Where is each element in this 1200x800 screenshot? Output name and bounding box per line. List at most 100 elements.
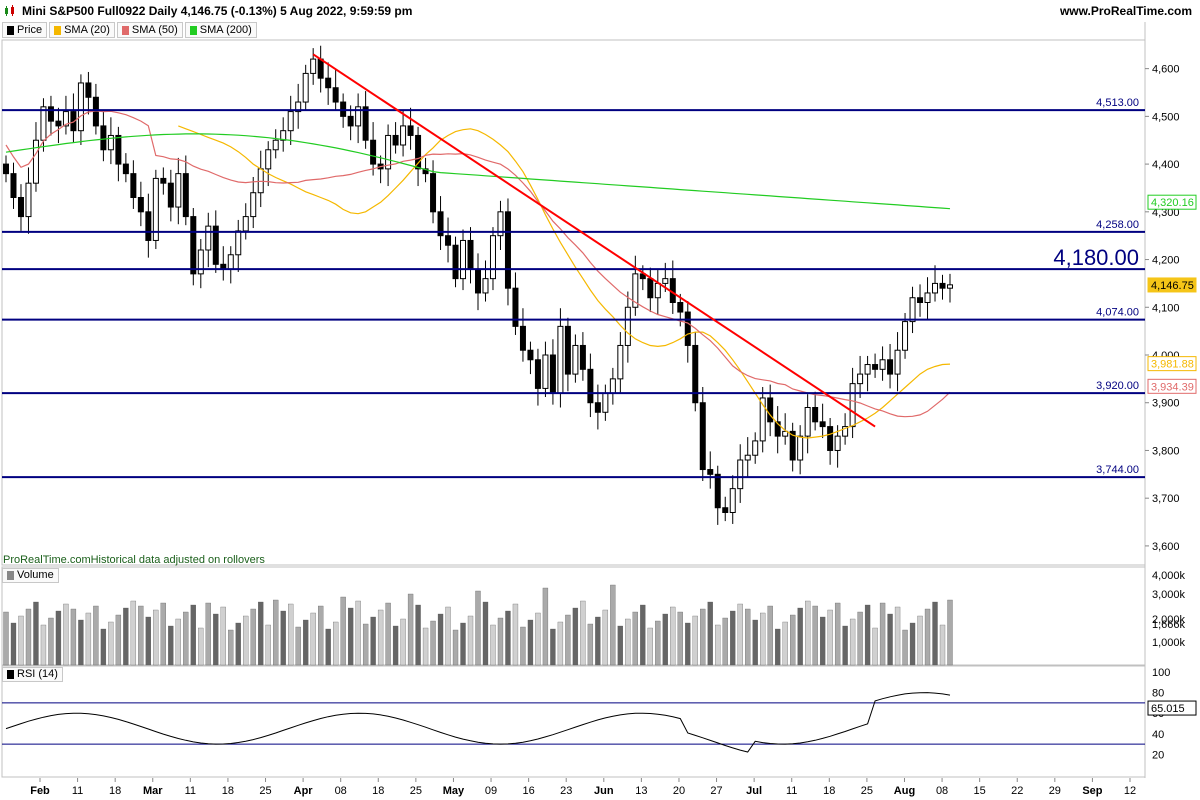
candle-body	[302, 72, 309, 103]
volume-bar	[130, 600, 137, 666]
candle-body	[549, 354, 556, 394]
candlestick-icon	[5, 5, 14, 16]
volume-tick-label: 1,666k	[1152, 619, 1186, 631]
level-label: 4,180.00	[1053, 245, 1139, 270]
candle-body	[25, 182, 32, 218]
volume-bar	[63, 603, 69, 666]
volume-bar	[872, 627, 878, 666]
candle-body	[242, 216, 249, 232]
volume-bar	[707, 601, 713, 666]
x-tick-label: Jul	[746, 785, 762, 797]
candle-body	[504, 211, 511, 289]
candle-body	[145, 211, 152, 241]
legend-label: SMA (50)	[131, 24, 178, 36]
volume-bar	[407, 593, 414, 666]
legend-item-price[interactable]: Price	[2, 22, 48, 38]
volume-bar	[303, 619, 309, 666]
volume-bar	[175, 618, 181, 666]
candle-body	[512, 287, 519, 327]
x-tick-label: 25	[861, 785, 873, 797]
instrument-title: Mini S&P500 Full0922 Daily 4,146.75 (-0.…	[22, 4, 413, 18]
candle-body	[115, 134, 122, 165]
legend-item-sma20[interactable]: SMA (20)	[49, 22, 115, 38]
candle-body	[295, 101, 302, 113]
volume-bar	[288, 603, 294, 666]
rsi-panel-label[interactable]: RSI (14)	[2, 667, 63, 682]
candle-body	[325, 77, 332, 89]
volume-bar	[25, 608, 32, 666]
candle-body	[834, 435, 841, 451]
candle-body	[774, 421, 781, 437]
volume-bar	[602, 609, 609, 666]
price-tag-label: 3,934.39	[1151, 381, 1194, 393]
x-tick-label: 18	[372, 785, 384, 797]
candle-body	[392, 134, 399, 146]
price-tag	[1147, 277, 1197, 293]
candle-body	[804, 407, 811, 437]
volume-bar	[595, 616, 601, 666]
volume-bar	[932, 601, 938, 666]
legend-label: Price	[17, 24, 43, 36]
legend-item-sma50[interactable]: SMA (50)	[116, 22, 183, 38]
candle-body	[55, 120, 62, 127]
y-tick-label: 3,800	[1152, 445, 1180, 457]
candle-body	[475, 268, 481, 294]
candle-body	[280, 130, 287, 141]
volume-panel-label[interactable]: Volume	[2, 568, 59, 583]
candle-body	[197, 249, 204, 275]
volume-bar	[827, 609, 833, 666]
volume-bar	[775, 628, 781, 666]
volume-bar	[647, 627, 653, 666]
candle-body	[370, 139, 377, 165]
x-tick-label: Feb	[30, 785, 50, 797]
volume-bar	[40, 624, 47, 666]
price-legend: Price SMA (20) SMA (50) SMA (200)	[2, 22, 257, 38]
candle-body	[272, 139, 279, 151]
candle-body	[564, 325, 571, 375]
volume-bar	[362, 623, 369, 666]
candle-body	[609, 378, 616, 394]
volume-bar	[33, 601, 39, 666]
candle-body	[317, 58, 324, 79]
candle-body	[587, 368, 594, 404]
sma20-line	[178, 125, 951, 439]
price-tag	[1147, 194, 1197, 210]
volume-bar	[655, 620, 661, 666]
volume-bar	[535, 612, 541, 666]
volume-bar	[377, 609, 384, 666]
x-tick-label: May	[443, 785, 465, 797]
candle-body	[654, 282, 661, 299]
volume-bar	[250, 608, 256, 666]
x-tick-label: 18	[109, 785, 121, 797]
candle-body	[857, 373, 864, 385]
x-tick-label: 20	[673, 785, 685, 797]
volume-bar	[805, 600, 811, 666]
volume-bar	[78, 619, 84, 666]
volume-bar	[572, 607, 579, 666]
x-tick-label: 16	[522, 785, 534, 797]
volume-bar	[782, 621, 788, 666]
legend-label: SMA (200)	[199, 24, 252, 36]
legend-label: SMA (20)	[64, 24, 110, 36]
legend-swatch	[189, 25, 197, 35]
candle-body	[77, 82, 84, 132]
volume-bar	[160, 602, 166, 666]
candle-body	[175, 173, 182, 208]
legend-item-sma200[interactable]: SMA (200)	[184, 22, 257, 38]
volume-tick-label: 2,000k	[1152, 614, 1186, 626]
candle-body	[894, 349, 901, 375]
candle-body	[707, 469, 714, 475]
volume-bar	[347, 607, 354, 666]
level-label: 3,920.00	[1096, 380, 1139, 392]
candle-body	[310, 58, 317, 74]
x-tick-label: 25	[410, 785, 422, 797]
y-tick-label: 3,900	[1152, 398, 1180, 410]
y-tick-label: 4,400	[1152, 159, 1180, 171]
candle-body	[872, 364, 879, 370]
volume-bar	[767, 605, 773, 666]
candle-body	[10, 173, 17, 199]
x-tick-label: Apr	[294, 785, 314, 797]
volume-bar	[490, 624, 496, 666]
volume-bar	[273, 599, 279, 666]
candle-body	[85, 82, 92, 98]
